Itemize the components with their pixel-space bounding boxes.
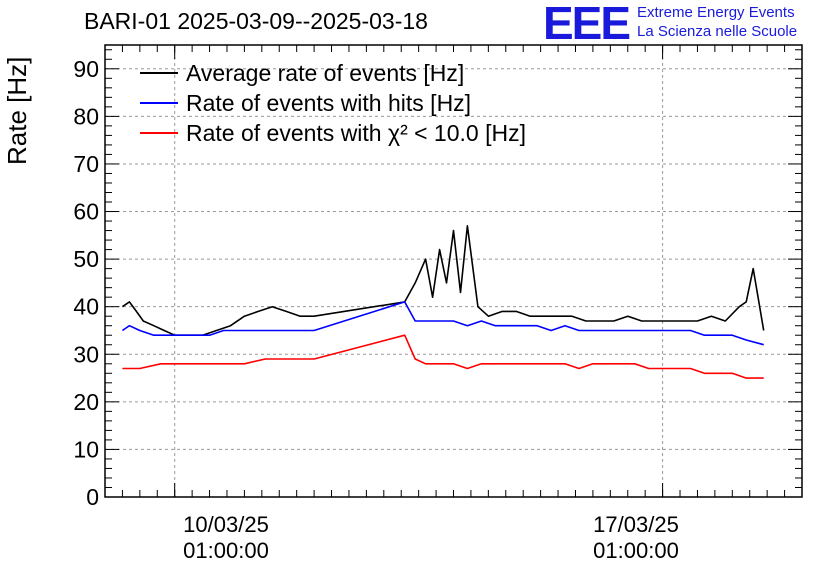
logo-line-1: Extreme Energy Events <box>637 4 795 21</box>
legend-item-chi2: Rate of events with χ² < 10.0 [Hz] <box>140 118 526 148</box>
y-tick-label: 50 <box>73 246 99 272</box>
y-tick-label: 10 <box>73 436 99 462</box>
legend-label-hits: Rate of events with hits [Hz] <box>186 89 472 116</box>
legend-swatch-chi2 <box>140 132 178 134</box>
y-tick-label: 90 <box>73 56 99 82</box>
x-tick-label-1: 17/03/25 01:00:00 <box>593 512 679 563</box>
y-tick-label: 80 <box>73 103 99 129</box>
y-tick-label: 0 <box>86 484 99 510</box>
plot-frame <box>104 44 803 498</box>
chart-title: BARI-01 2025-03-09--2025-03-18 <box>84 8 428 34</box>
series-line-average <box>121 225 765 337</box>
y-axis-label: Rate [Hz] <box>2 56 32 165</box>
legend-swatch-average <box>140 72 178 74</box>
legend-label-average: Average rate of events [Hz] <box>186 59 465 86</box>
legend-swatch-hits <box>140 102 178 104</box>
y-tick-label: 20 <box>73 389 99 415</box>
y-tick-label: 60 <box>73 199 99 225</box>
y-tick-label: 70 <box>73 151 99 177</box>
y-tick-label: 40 <box>73 294 99 320</box>
x-tick-label-0: 10/03/25 01:00:00 <box>183 512 269 563</box>
series-line-chi2 <box>122 334 764 379</box>
logo-line-2: La Scienza nelle Scuole <box>637 23 798 40</box>
series-line-hits <box>121 301 764 346</box>
legend-item-average: Average rate of events [Hz] <box>140 58 526 88</box>
legend-item-hits: Rate of events with hits [Hz] <box>140 88 526 118</box>
legend-label-chi2: Rate of events with χ² < 10.0 [Hz] <box>186 119 526 146</box>
eee-logo-mark: EEE <box>543 0 631 49</box>
y-tick-label: 30 <box>73 341 99 367</box>
legend: Average rate of events [Hz] Rate of even… <box>140 58 526 148</box>
eee-logo-text: Extreme Energy Events La Scienza nelle S… <box>637 3 797 41</box>
